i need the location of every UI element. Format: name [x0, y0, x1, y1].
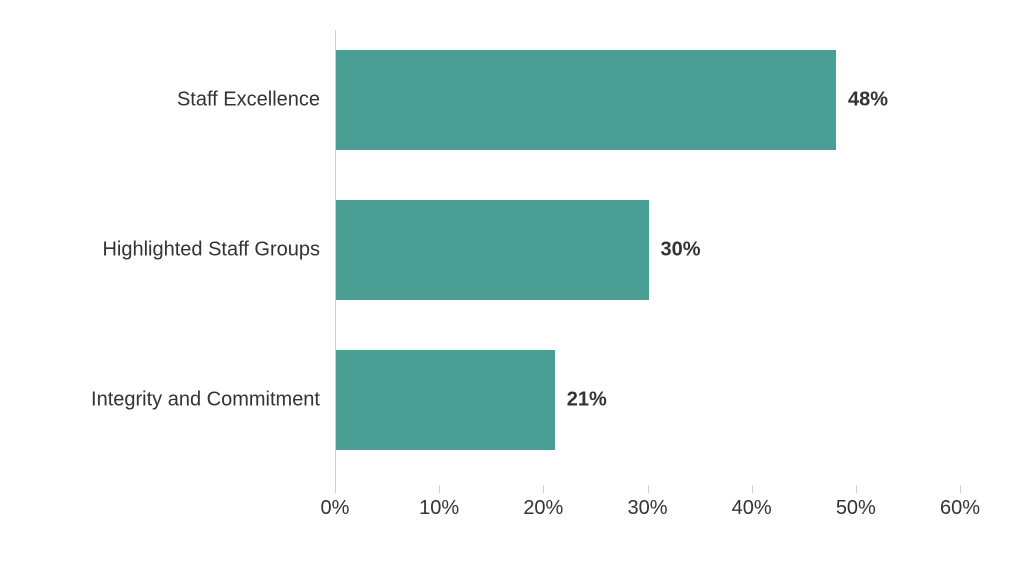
bar-0 [336, 50, 836, 150]
x-tick-label-2: 20% [523, 497, 563, 520]
bar-label-0: Staff Excellence [177, 89, 335, 112]
value-label-0: 48% [836, 89, 888, 112]
bar-row-2: Integrity and Commitment 21% [335, 350, 960, 450]
bar-2 [336, 350, 555, 450]
x-tick-mark-2 [543, 485, 544, 493]
x-tick-mark-1 [439, 485, 440, 493]
x-axis: 0% 10% 20% 30% 40% 50% 60% [335, 485, 960, 525]
x-tick-mark-3 [648, 485, 649, 493]
x-tick-mark-4 [752, 485, 753, 493]
x-tick-mark-5 [856, 485, 857, 493]
x-tick-label-0: 0% [321, 497, 350, 520]
x-tick-label-4: 40% [732, 497, 772, 520]
x-tick-label-5: 50% [836, 497, 876, 520]
bar-1 [336, 200, 649, 300]
x-tick-label-6: 60% [940, 497, 980, 520]
x-tick-mark-6 [960, 485, 961, 493]
bar-row-1: Highlighted Staff Groups 30% [335, 200, 960, 300]
chart-container: Staff Excellence 48% Highlighted Staff G… [0, 0, 1022, 570]
x-tick-mark-0 [335, 485, 336, 493]
x-tick-label-1: 10% [419, 497, 459, 520]
value-label-1: 30% [649, 239, 701, 262]
bar-label-1: Highlighted Staff Groups [102, 239, 335, 262]
bar-label-2: Integrity and Commitment [91, 389, 335, 412]
value-label-2: 21% [555, 389, 607, 412]
x-tick-label-3: 30% [627, 497, 667, 520]
bar-row-0: Staff Excellence 48% [335, 50, 960, 150]
plot-area: Staff Excellence 48% Highlighted Staff G… [335, 30, 960, 485]
